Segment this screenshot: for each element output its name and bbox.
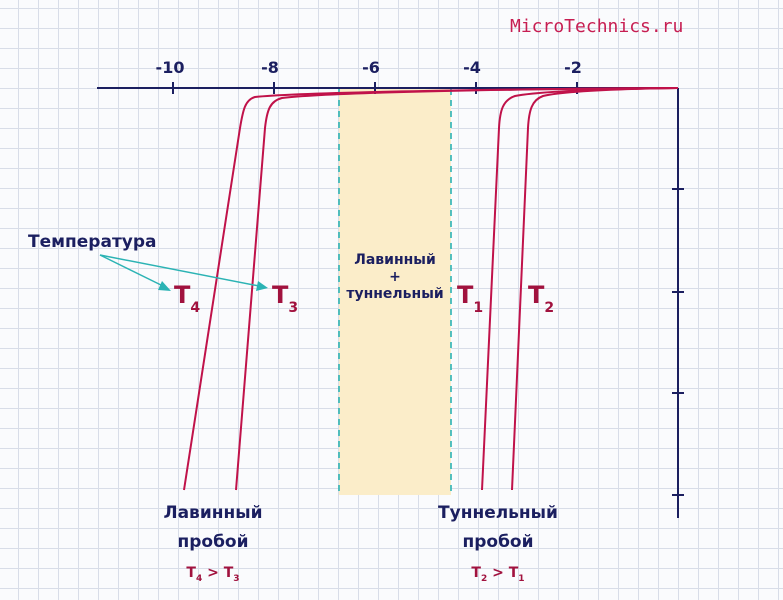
tunnel-caption-line1: Туннельный bbox=[438, 503, 558, 523]
label-t1: T1 bbox=[457, 281, 483, 316]
arrow-line-t4 bbox=[99, 254, 164, 287]
label-t3: T3 bbox=[272, 281, 298, 316]
tunnel-relation: T2 > T1 bbox=[471, 565, 524, 584]
label-t2: T2 bbox=[528, 281, 554, 316]
avalanche-caption-line2: пробой bbox=[177, 532, 248, 552]
x-tick-label: -8 bbox=[261, 58, 279, 77]
x-tick-label: -6 bbox=[362, 58, 380, 77]
curve-t2 bbox=[511, 87, 679, 491]
arrow-line-t3 bbox=[99, 254, 260, 287]
tunnel-caption-line2: пробой bbox=[462, 532, 533, 552]
region-label-line2: туннельный bbox=[346, 286, 443, 302]
avalanche-relation: T4 > T3 bbox=[186, 565, 239, 584]
temperature-label: Температура bbox=[28, 232, 157, 252]
region-label-plus: + bbox=[389, 269, 401, 285]
label-t4: T4 bbox=[174, 281, 200, 316]
mixed-region-band bbox=[339, 89, 451, 495]
x-tick-label: -10 bbox=[156, 58, 185, 77]
curve-t1 bbox=[481, 87, 679, 491]
site-title: MicroTechnics.ru bbox=[510, 16, 683, 37]
avalanche-caption-line1: Лавинный bbox=[163, 503, 262, 523]
x-tick-label: -4 bbox=[463, 58, 481, 77]
arrow-head-t4 bbox=[158, 281, 171, 291]
arrow-head-t3 bbox=[256, 281, 268, 291]
x-tick-label: -2 bbox=[564, 58, 582, 77]
region-label-line1: Лавинный bbox=[354, 252, 436, 268]
curve-t3 bbox=[235, 87, 679, 491]
